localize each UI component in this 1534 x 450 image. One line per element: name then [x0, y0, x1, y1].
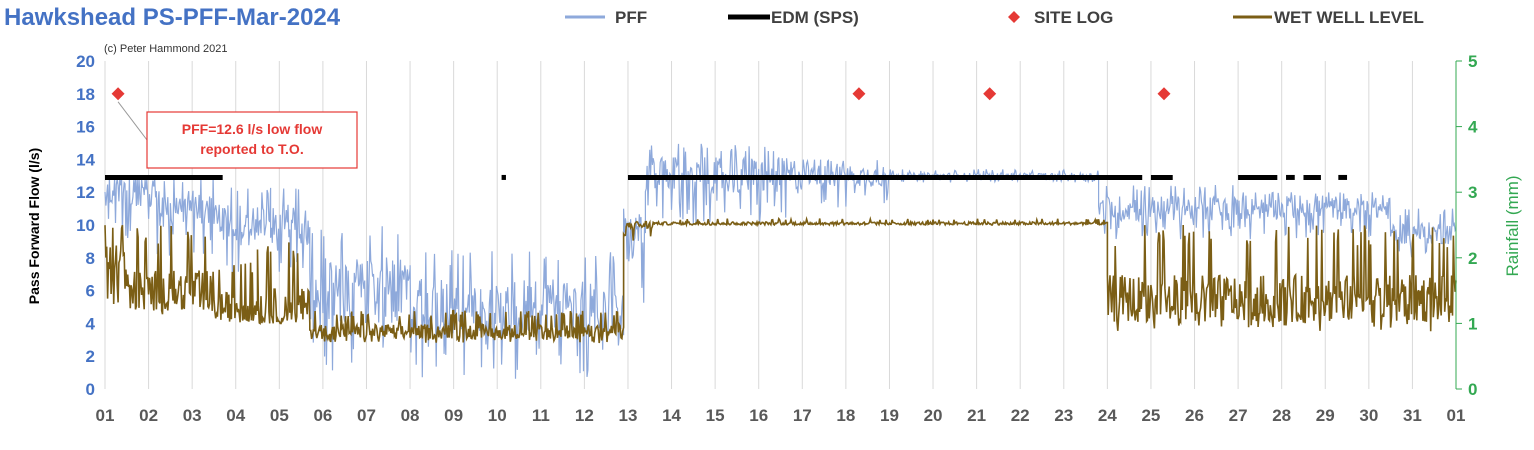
site-log-marker [111, 87, 125, 101]
legend-label-site-log: SITE LOG [1034, 8, 1113, 27]
x-tick-label: 07 [357, 406, 376, 425]
site-log-marker [983, 87, 997, 101]
copyright-text: (c) Peter Hammond 2021 [104, 43, 228, 55]
y-tick-label: 12 [76, 183, 95, 202]
annotation-text: reported to T.O. [200, 141, 303, 157]
y2-tick-label: 3 [1468, 183, 1477, 202]
x-tick-label: 17 [793, 406, 812, 425]
x-tick-label: 12 [575, 406, 594, 425]
y-tick-label: 8 [86, 249, 95, 268]
x-tick-label: 28 [1272, 406, 1291, 425]
legend: PFF EDM (SPS) SITE LOG WET WELL LEVEL [565, 8, 1424, 27]
x-tick-label: 27 [1229, 406, 1248, 425]
y-tick-label: 20 [76, 52, 95, 71]
y-tick-label: 2 [86, 347, 95, 366]
annotation-box [146, 111, 358, 169]
legend-label-pff: PFF [615, 8, 647, 27]
site-log-marker [1157, 87, 1171, 101]
chart-title: Hawkshead PS-PFF-Mar-2024 [4, 4, 341, 31]
x-tick-label: 20 [924, 406, 943, 425]
legend-label-edm: EDM (SPS) [771, 8, 859, 27]
x-tick-label: 01 [96, 406, 115, 425]
x-tick-label: 03 [183, 406, 202, 425]
y2-tick-label: 2 [1468, 249, 1477, 268]
x-tick-label: 25 [1141, 406, 1160, 425]
x-tick-label: 22 [1011, 406, 1030, 425]
x-tick-label: 30 [1359, 406, 1378, 425]
y-axis-label: Pass Forward Flow (l/s) [26, 148, 42, 304]
y-tick-label: 18 [76, 85, 95, 104]
y2-tick-label: 4 [1468, 118, 1478, 137]
y-tick-label: 14 [76, 150, 95, 169]
y2-tick-label: 1 [1468, 314, 1477, 333]
x-tick-label: 21 [967, 406, 986, 425]
y2-tick-label: 5 [1468, 52, 1477, 71]
annotation-leader-line [117, 101, 148, 141]
x-tick-label: 13 [619, 406, 638, 425]
x-tick-label: 15 [706, 406, 725, 425]
y-tick-label: 4 [86, 314, 96, 333]
x-tick-label: 24 [1098, 406, 1117, 425]
annotation: PFF=12.6 l/s low flow reported to T.O. [117, 101, 358, 169]
x-tick-label: 10 [488, 406, 507, 425]
x-tick-label: 31 [1403, 406, 1422, 425]
x-tick-label: 19 [880, 406, 899, 425]
wet-well-series-line [104, 215, 1457, 344]
annotation-text: PFF=12.6 l/s low flow [182, 121, 323, 137]
x-tick-label: 16 [749, 406, 768, 425]
site-log-marker [852, 87, 866, 101]
y-tick-label: 16 [76, 118, 95, 137]
x-tick-label: 02 [139, 406, 158, 425]
x-tick-label: 26 [1185, 406, 1204, 425]
x-tick-label: 01 [1447, 406, 1466, 425]
x-tick-label: 18 [836, 406, 855, 425]
y2-axis-label: Rainfall (mm) [1503, 175, 1522, 276]
x-tick-label: 09 [444, 406, 463, 425]
x-tick-label: 06 [313, 406, 332, 425]
axes: 01 02 03 04 05 06 07 08 09 10 11 12 13 14 15 16 17 18 19 20… [76, 52, 1478, 425]
plot-series [104, 87, 1457, 379]
y-tick-label: 10 [76, 216, 95, 235]
y-tick-label: 0 [86, 380, 95, 399]
x-tick-label: 29 [1316, 406, 1335, 425]
y-tick-label: 6 [86, 282, 95, 301]
x-tick-label: 11 [532, 406, 550, 425]
x-tick-label: 04 [226, 406, 245, 425]
x-tick-label: 23 [1054, 406, 1073, 425]
x-tick-label: 08 [401, 406, 420, 425]
x-tick-label: 14 [662, 406, 681, 425]
legend-label-wet-well: WET WELL LEVEL [1274, 8, 1424, 27]
legend-marker-site-log [1008, 11, 1020, 23]
y2-tick-label: 0 [1468, 380, 1477, 399]
x-tick-label: 05 [270, 406, 289, 425]
